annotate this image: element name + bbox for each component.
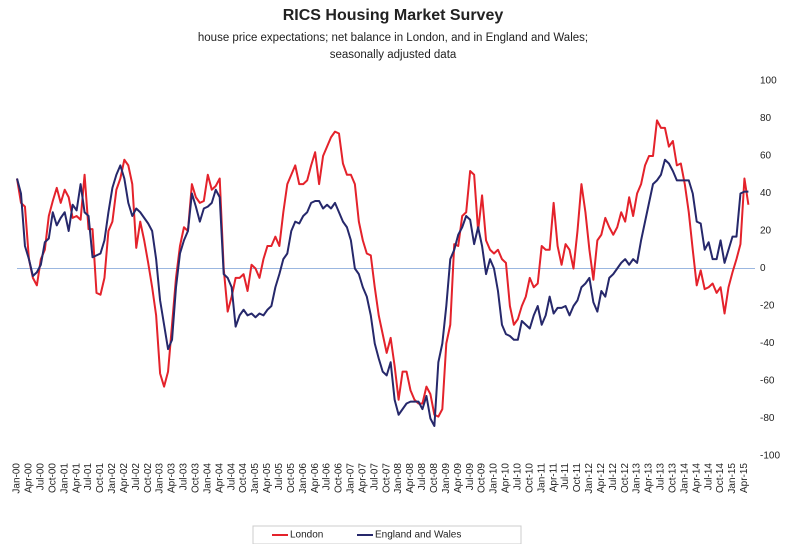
x-tick-label: Oct-04 [238,463,249,493]
x-tick-label: Jul-00 [35,463,46,491]
y-tick-label: -40 [760,338,775,349]
y-tick-label: -20 [760,301,775,312]
legend-label: England and Wales [375,530,461,541]
x-tick-label: Jan-06 [298,463,309,494]
x-tick-label: Jan-14 [679,463,690,494]
x-tick-label: Oct-06 [334,463,345,493]
legend-label: London [290,530,323,541]
x-tick-label: Oct-14 [715,463,726,493]
x-tick-label: Jan-09 [441,463,452,494]
x-tick-label: Apr-10 [501,463,512,493]
x-tick-label: Jan-07 [346,463,357,494]
y-tick-label: 40 [760,188,772,199]
y-tick-label: 20 [760,226,772,237]
x-tick-label: Jan-08 [393,463,404,494]
x-tick-label: Apr-00 [24,463,35,493]
x-tick-label: Jan-11 [536,463,547,493]
x-tick-label: Jan-03 [155,463,166,494]
x-tick-label: Jul-07 [369,463,380,491]
x-tick-label: Apr-07 [357,463,368,493]
y-tick-label: -80 [760,413,775,424]
series-line [16,158,749,427]
x-tick-label: Apr-15 [739,463,750,493]
y-tick-label: -100 [760,451,780,462]
x-tick-label: Jul-06 [322,463,333,491]
x-tick-label: Jul-11 [560,463,571,490]
x-tick-label: Jan-02 [107,463,118,494]
x-tick-label: Apr-06 [310,463,321,493]
y-tick-label: 60 [760,151,772,162]
y-tick-label: -60 [760,376,775,387]
x-tick-label: Jan-13 [632,463,643,494]
x-tick-label: Jan-04 [202,463,213,494]
x-tick-label: Jul-01 [83,463,94,491]
x-tick-label: Jul-04 [226,463,237,491]
x-tick-label: Jul-02 [131,463,142,491]
x-tick-label: Jul-03 [179,463,190,491]
series-line [16,119,750,418]
x-tick-label: Oct-00 [47,463,58,493]
x-tick-label: Oct-02 [143,463,154,493]
x-tick-label: Oct-05 [286,463,297,493]
legend-box [252,525,522,544]
x-tick-label: Jan-00 [12,463,23,494]
x-tick-label: Jan-05 [250,463,261,494]
x-tick-label: Apr-08 [405,463,416,493]
x-tick-label: Apr-04 [214,463,225,493]
x-tick-label: Apr-13 [644,463,655,493]
x-tick-label: Jan-01 [59,463,70,494]
x-tick-label: Jul-12 [608,463,619,491]
x-tick-label: Jul-13 [656,463,667,491]
x-tick-label: Oct-12 [620,463,631,493]
x-tick-label: Apr-05 [262,463,273,493]
x-tick-label: Oct-01 [95,463,106,493]
x-tick-label: Apr-01 [71,463,82,493]
x-tick-label: Oct-09 [477,463,488,493]
x-tick-label: Jan-10 [489,463,500,494]
chart-subtitle: seasonally adjusted data [330,49,457,61]
x-tick-label: Apr-02 [119,463,130,493]
x-tick-label: Oct-08 [429,463,440,493]
x-tick-label: Oct-10 [524,463,535,493]
y-tick-label: 100 [760,76,777,87]
x-tick-label: Jul-10 [512,463,523,491]
chart-subtitle: house price expectations; net balance in… [198,32,588,44]
x-tick-label: Apr-12 [596,463,607,493]
x-tick-label: Apr-03 [167,463,178,493]
x-tick-label: Jul-05 [274,463,285,491]
y-tick-label: 80 [760,113,772,124]
x-tick-label: Oct-11 [572,463,583,493]
x-tick-label: Apr-11 [548,463,559,493]
chart-title: RICS Housing Market Survey [283,7,504,24]
x-tick-label: Oct-07 [381,463,392,493]
x-tick-label: Jul-14 [703,463,714,491]
x-tick-label: Jul-08 [417,463,428,491]
x-tick-label: Jul-09 [465,463,476,491]
x-tick-label: Apr-09 [453,463,464,493]
x-tick-label: Jan-15 [727,463,738,494]
y-tick-label: 0 [760,263,766,274]
x-tick-label: Jan-12 [584,463,595,494]
x-tick-label: Apr-14 [691,463,702,493]
x-tick-label: Oct-03 [191,463,202,493]
x-tick-label: Oct-13 [668,463,679,493]
